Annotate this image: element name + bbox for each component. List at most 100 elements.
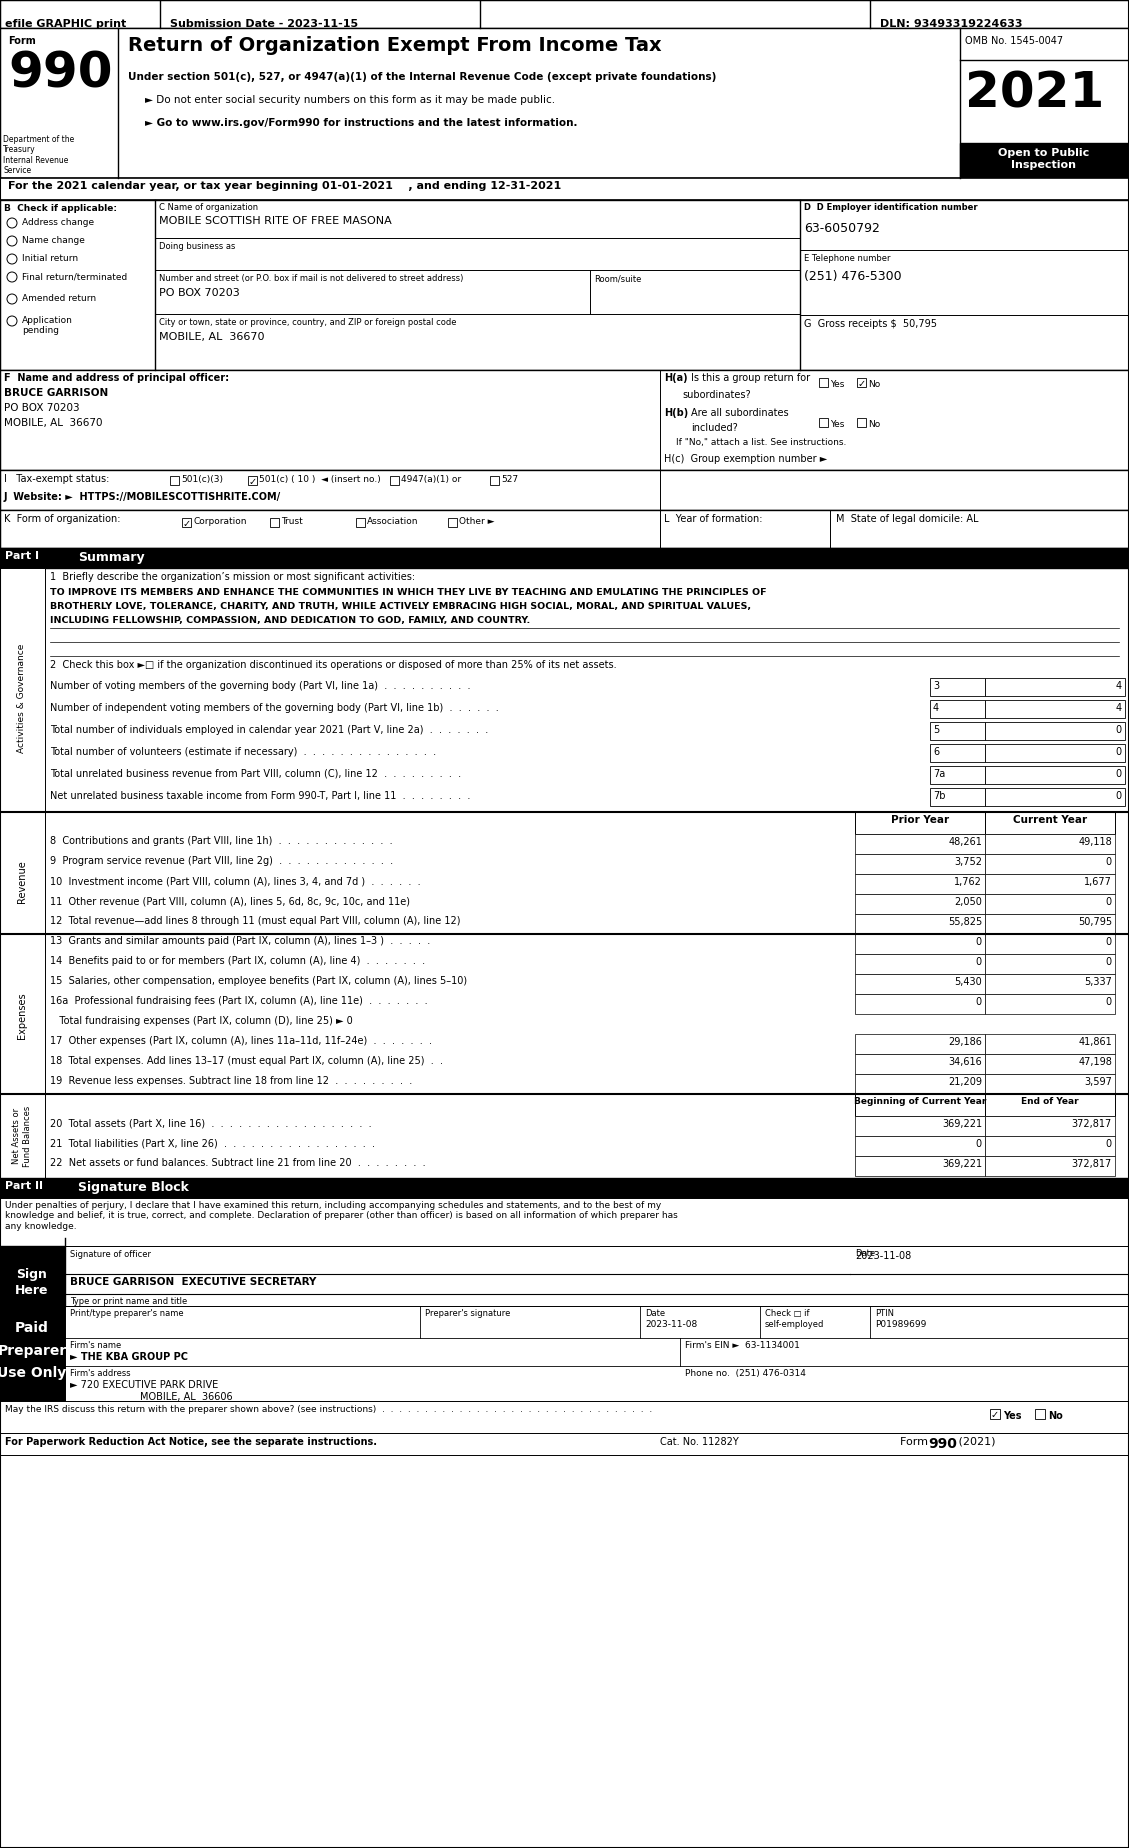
Text: 527: 527 (501, 475, 518, 484)
Text: 48,261: 48,261 (948, 837, 982, 846)
Text: 8  Contributions and grants (Part VIII, line 1h)  .  .  .  .  .  .  .  .  .  .  : 8 Contributions and grants (Part VIII, l… (50, 835, 393, 846)
Text: 20  Total assets (Part X, line 16)  .  .  .  .  .  .  .  .  .  .  .  .  .  .  . : 20 Total assets (Part X, line 16) . . . … (50, 1118, 371, 1127)
Text: 2021: 2021 (965, 70, 1104, 118)
Text: MOBILE, AL  36606: MOBILE, AL 36606 (140, 1392, 233, 1403)
Bar (855, 1074, 984, 1094)
Text: MOBILE, AL  36670: MOBILE, AL 36670 (159, 333, 264, 342)
Text: 5,430: 5,430 (954, 978, 982, 987)
Text: Date: Date (855, 1249, 875, 1258)
Text: G  Gross receipts $  50,795: G Gross receipts $ 50,795 (804, 320, 937, 329)
Text: Activities & Governance: Activities & Governance (18, 643, 26, 752)
Text: Total number of individuals employed in calendar year 2021 (Part V, line 2a)  . : Total number of individuals employed in … (50, 724, 488, 736)
Text: 15  Salaries, other compensation, employee benefits (Part IX, column (A), lines : 15 Salaries, other compensation, employe… (50, 976, 467, 987)
Text: 4: 4 (1115, 682, 1122, 691)
Text: 49,118: 49,118 (1078, 837, 1112, 846)
Text: Total fundraising expenses (Part IX, column (D), line 25) ► 0: Total fundraising expenses (Part IX, col… (50, 1016, 352, 1026)
Text: Signature of officer: Signature of officer (70, 1249, 151, 1258)
Bar (855, 954, 984, 974)
Bar (855, 1035, 984, 1053)
Bar (984, 833, 1115, 854)
Text: 10  Investment income (Part VIII, column (A), lines 3, 4, and 7d )  .  .  .  .  : 10 Investment income (Part VIII, column … (50, 876, 421, 885)
Text: 372,817: 372,817 (1071, 1159, 1112, 1170)
Text: 0: 0 (1106, 998, 1112, 1007)
Text: No: No (1048, 1412, 1062, 1421)
Bar (984, 974, 1115, 994)
Bar (984, 1074, 1115, 1094)
Text: 369,221: 369,221 (942, 1159, 982, 1170)
Text: 11  Other revenue (Part VIII, column (A), lines 5, 6d, 8c, 9c, 10c, and 11e): 11 Other revenue (Part VIII, column (A),… (50, 896, 410, 906)
Text: Preparer: Preparer (0, 1343, 67, 1358)
Text: Use Only: Use Only (0, 1366, 67, 1380)
Text: Yes: Yes (830, 419, 844, 429)
Text: Room/suite: Room/suite (594, 274, 641, 283)
Bar (930, 678, 984, 697)
Text: 0: 0 (975, 998, 982, 1007)
Bar (0, 200, 1129, 370)
Text: Number of voting members of the governing body (Part VI, line 1a)  .  .  .  .  .: Number of voting members of the governin… (50, 682, 471, 691)
Bar (855, 974, 984, 994)
Text: Firm's EIN ►  63-1134001: Firm's EIN ► 63-1134001 (685, 1342, 799, 1351)
Text: 2  Check this box ►□ if the organization discontinued its operations or disposed: 2 Check this box ►□ if the organization … (50, 660, 616, 671)
Text: Prior Year: Prior Year (891, 815, 949, 824)
Text: 34,616: 34,616 (948, 1057, 982, 1066)
Text: 55,825: 55,825 (947, 917, 982, 928)
Text: Corporation: Corporation (193, 517, 246, 527)
Text: 0: 0 (1106, 957, 1112, 967)
Bar (984, 1157, 1115, 1175)
Bar (984, 854, 1115, 874)
Bar (984, 678, 1124, 697)
Bar (819, 418, 828, 427)
Text: Under section 501(c), 527, or 4947(a)(1) of the Internal Revenue Code (except pr: Under section 501(c), 527, or 4947(a)(1)… (128, 72, 717, 81)
Text: Amended return: Amended return (21, 294, 96, 303)
Text: 19  Revenue less expenses. Subtract line 18 from line 12  .  .  .  .  .  .  .  .: 19 Revenue less expenses. Subtract line … (50, 1076, 412, 1087)
Text: 0: 0 (1115, 769, 1122, 780)
Bar (857, 418, 866, 427)
Text: 63-6050792: 63-6050792 (804, 222, 879, 235)
Text: K  Form of organization:: K Form of organization: (5, 514, 121, 525)
Bar (0, 811, 45, 952)
Text: 5: 5 (933, 724, 939, 736)
Bar (984, 874, 1115, 894)
Bar (984, 700, 1124, 719)
Text: (251) 476-5300: (251) 476-5300 (804, 270, 902, 283)
Bar (984, 787, 1124, 806)
Bar (984, 767, 1124, 784)
Text: Open to Public
Inspection: Open to Public Inspection (998, 148, 1089, 170)
Bar (0, 549, 1129, 567)
Text: J  Website: ►  HTTPS://MOBILESCOTTISHRITE.COM/: J Website: ► HTTPS://MOBILESCOTTISHRITE.… (5, 492, 281, 503)
Text: Expenses: Expenses (17, 992, 27, 1039)
Text: 17  Other expenses (Part IX, column (A), lines 11a–11d, 11f–24e)  .  .  .  .  . : 17 Other expenses (Part IX, column (A), … (50, 1037, 432, 1046)
Bar (819, 379, 828, 386)
Text: 0: 0 (1106, 937, 1112, 946)
Bar (0, 0, 1129, 28)
Text: For the 2021 calendar year, or tax year beginning 01-01-2021    , and ending 12-: For the 2021 calendar year, or tax year … (8, 181, 561, 190)
Text: Beginning of Current Year: Beginning of Current Year (854, 1098, 987, 1105)
Text: Summary: Summary (78, 551, 145, 564)
Text: 6: 6 (933, 747, 939, 758)
Text: City or town, state or province, country, and ZIP or foreign postal code: City or town, state or province, country… (159, 318, 456, 327)
Text: 14  Benefits paid to or for members (Part IX, column (A), line 4)  .  .  .  .  .: 14 Benefits paid to or for members (Part… (50, 955, 426, 967)
Text: No: No (868, 419, 881, 429)
Text: 0: 0 (1115, 747, 1122, 758)
Text: E Telephone number: E Telephone number (804, 253, 891, 262)
Text: BRUCE GARRISON  EXECUTIVE SECRETARY: BRUCE GARRISON EXECUTIVE SECRETARY (70, 1277, 316, 1286)
Text: May the IRS discuss this return with the preparer shown above? (see instructions: May the IRS discuss this return with the… (5, 1404, 653, 1414)
Text: 4: 4 (1115, 702, 1122, 713)
Text: Yes: Yes (830, 381, 844, 388)
Text: I   Tax-exempt status:: I Tax-exempt status: (5, 473, 110, 484)
Text: 50,795: 50,795 (1078, 917, 1112, 928)
Bar (990, 1408, 1000, 1419)
Bar (984, 723, 1124, 739)
Text: TO IMPROVE ITS MEMBERS AND ENHANCE THE COMMUNITIES IN WHICH THEY LIVE BY TEACHIN: TO IMPROVE ITS MEMBERS AND ENHANCE THE C… (50, 588, 767, 597)
Text: 21,209: 21,209 (948, 1077, 982, 1087)
Bar (855, 833, 984, 854)
Bar (984, 933, 1115, 954)
Text: B  Check if applicable:: B Check if applicable: (5, 203, 117, 213)
Text: 0: 0 (1106, 896, 1112, 907)
Text: Doing business as: Doing business as (159, 242, 235, 251)
Text: Paid: Paid (15, 1321, 49, 1334)
Bar (855, 933, 984, 954)
Text: 12  Total revenue—add lines 8 through 11 (must equal Part VIII, column (A), line: 12 Total revenue—add lines 8 through 11 … (50, 917, 461, 926)
Text: No: No (868, 381, 881, 388)
Bar (0, 469, 1129, 510)
